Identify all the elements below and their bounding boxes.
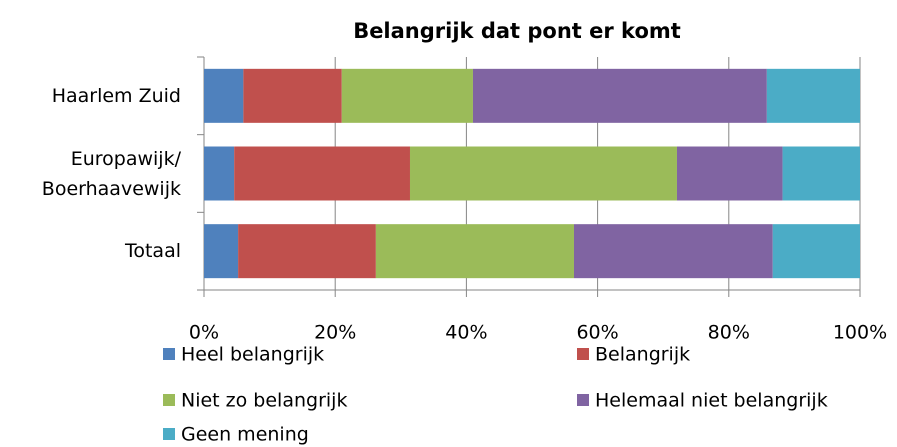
bar-segment	[409, 146, 677, 201]
bar-segment	[472, 68, 767, 123]
bar-segment	[772, 224, 860, 279]
bar-segment	[204, 146, 235, 201]
legend-label: Heel belangrijk	[181, 344, 324, 366]
bar-segment	[676, 146, 783, 201]
bar-segment	[243, 68, 342, 123]
bar-segment	[375, 224, 574, 279]
x-tick-label: 20%	[314, 322, 356, 344]
legend-label: Helemaal niet belangrijk	[595, 390, 828, 412]
chart-title: Belangrijk dat pont er komt	[353, 19, 681, 43]
legend-label: Belangrijk	[595, 344, 690, 366]
legend-swatch	[577, 348, 589, 360]
x-tick-label: 80%	[708, 322, 750, 344]
bar-segment	[204, 68, 244, 123]
legend-swatch	[163, 348, 175, 360]
legend-swatch	[163, 428, 175, 440]
x-tick-label: 100%	[833, 322, 887, 344]
bar-segment	[782, 146, 860, 201]
legend-label: Niet zo belangrijk	[181, 390, 347, 412]
x-tick-label: 40%	[445, 322, 487, 344]
bar-segment	[341, 68, 473, 123]
bar-segment	[573, 224, 773, 279]
legend-swatch	[163, 394, 175, 406]
legend-swatch	[577, 394, 589, 406]
y-tick-label: Haarlem Zuid	[51, 84, 181, 107]
y-tick-label: Totaal	[124, 240, 181, 263]
bar-segment	[204, 224, 239, 279]
x-tick-label: 0%	[189, 322, 219, 344]
y-tick-label: Europawijk/ Boerhaavewijk	[41, 147, 181, 200]
bar-segment	[234, 146, 410, 201]
x-tick-label: 60%	[576, 322, 618, 344]
legend-label: Geen mening	[181, 424, 309, 446]
bar-segment	[238, 224, 376, 279]
bar-segment	[766, 68, 860, 123]
